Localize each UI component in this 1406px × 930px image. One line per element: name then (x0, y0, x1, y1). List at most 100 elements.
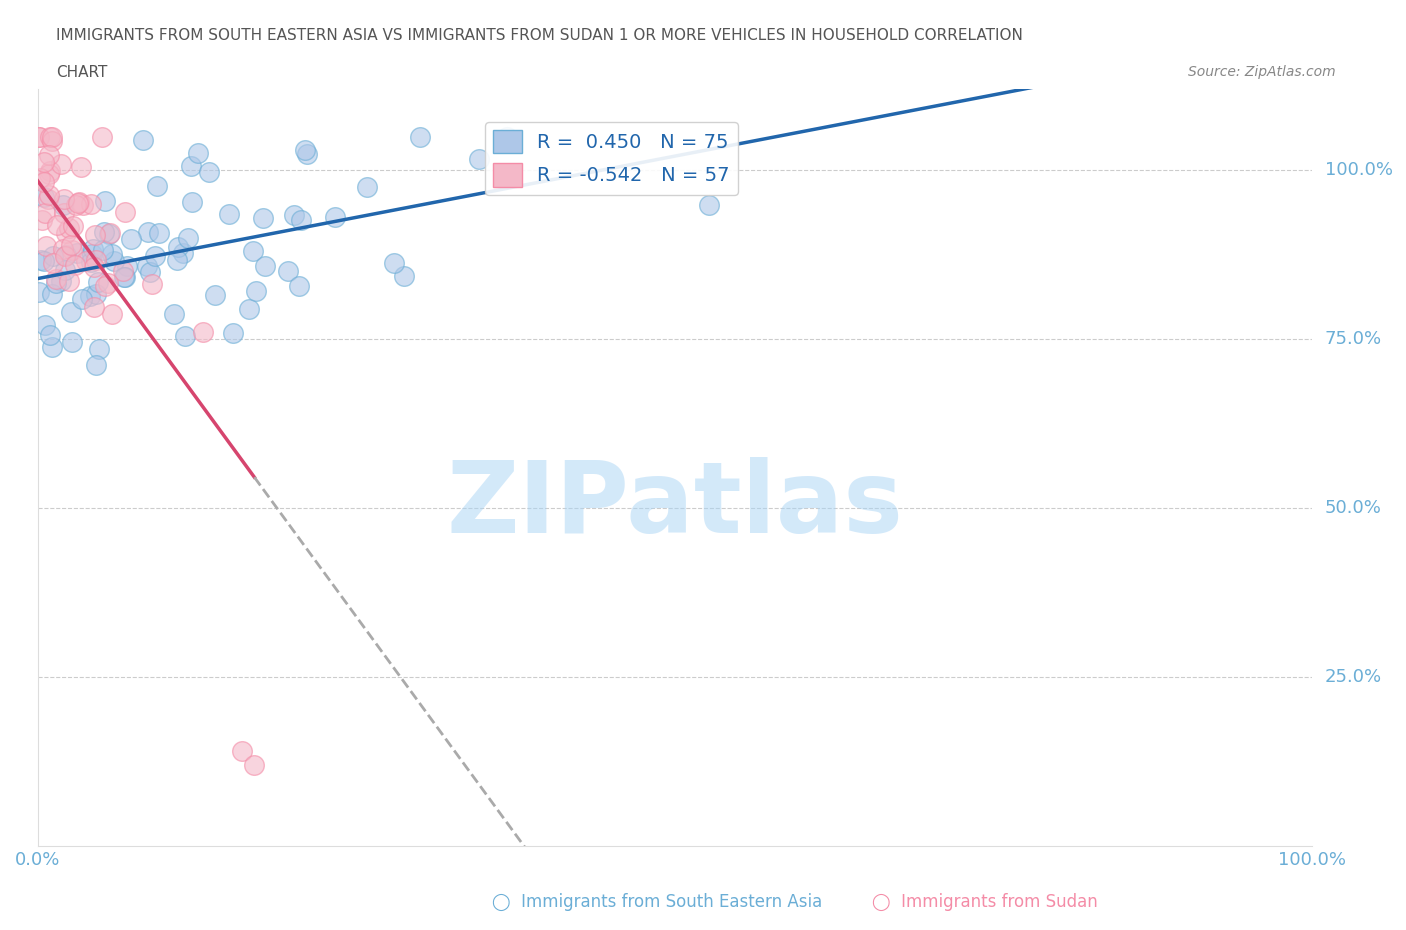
Point (38, 129, 60, 144)
Point (163, 307, 186, 322)
Point (283, 207, 305, 222)
Point (79, 288, 101, 303)
Point (82, 246, 104, 261)
Text: ◯  Immigrants from South Eastern Asia: ◯ Immigrants from South Eastern Asia (492, 894, 823, 911)
Point (238, 301, 260, 316)
Point (52, 206, 75, 220)
Point (409, 129, 432, 144)
Point (115, 259, 138, 273)
Point (30, 171, 52, 186)
Point (167, 239, 190, 254)
Point (136, 259, 159, 273)
Point (252, 210, 274, 225)
Point (243, 757, 266, 772)
Point (103, 254, 125, 269)
Point (60, 305, 83, 320)
Point (58, 273, 80, 288)
Point (55, 226, 77, 241)
Point (70, 160, 93, 175)
Point (245, 284, 267, 299)
Point (177, 231, 200, 246)
Point (67, 194, 90, 209)
Point (41, 339, 63, 354)
Point (111, 263, 134, 278)
Text: ◯  Immigrants from Sudan: ◯ Immigrants from Sudan (872, 894, 1098, 911)
Point (91, 243, 114, 258)
Point (114, 270, 136, 285)
Point (193, 326, 215, 340)
Legend: R =  0.450   N = 75, R = -0.542   N = 57: R = 0.450 N = 75, R = -0.542 N = 57 (485, 122, 738, 194)
Point (45, 272, 67, 286)
Point (120, 232, 142, 246)
Point (290, 212, 312, 227)
Point (34, 154, 56, 169)
Point (87, 341, 110, 356)
Point (80, 254, 103, 269)
Point (75, 254, 97, 269)
Point (132, 132, 155, 147)
Point (65, 258, 87, 272)
Point (55, 247, 77, 262)
Point (28, 129, 51, 144)
Point (204, 287, 226, 302)
Point (41, 129, 63, 144)
Text: CHART: CHART (56, 65, 108, 80)
Point (93, 225, 115, 240)
Point (82, 241, 104, 256)
Point (51, 156, 73, 171)
Text: 25.0%: 25.0% (1324, 668, 1382, 685)
Text: 75.0%: 75.0% (1324, 330, 1382, 348)
Point (60, 243, 83, 258)
Point (143, 248, 166, 263)
Point (148, 225, 170, 240)
Text: 100.0%: 100.0% (1324, 162, 1393, 179)
Point (45, 218, 67, 232)
Point (84, 253, 107, 268)
Point (172, 246, 194, 260)
Point (136, 224, 159, 239)
Point (31, 213, 53, 228)
Point (198, 165, 221, 179)
Point (87, 274, 110, 289)
Point (356, 179, 378, 194)
Point (53, 192, 76, 206)
Point (34, 318, 56, 333)
Point (38, 188, 60, 203)
Point (112, 270, 135, 285)
Point (62, 219, 84, 233)
Point (42, 256, 65, 271)
Point (38, 147, 60, 162)
Point (41, 133, 63, 148)
Point (45, 275, 67, 290)
Text: Source: ZipAtlas.com: Source: ZipAtlas.com (1188, 65, 1336, 79)
Point (297, 147, 319, 162)
Point (60, 335, 83, 350)
Point (52, 241, 75, 256)
Point (294, 142, 316, 157)
Point (382, 256, 405, 271)
Point (187, 146, 209, 161)
Point (468, 152, 491, 166)
Point (253, 259, 276, 273)
Point (32, 253, 55, 268)
Point (98, 227, 121, 242)
Point (86, 287, 108, 302)
Point (72, 197, 94, 212)
Point (101, 246, 124, 261)
Point (53, 248, 76, 263)
Point (166, 253, 188, 268)
Point (53, 263, 76, 278)
Text: 50.0%: 50.0% (1324, 499, 1382, 517)
Point (49, 273, 72, 288)
Point (114, 205, 136, 219)
Point (38, 164, 60, 179)
Text: ZIPatlas: ZIPatlas (447, 457, 903, 554)
Point (323, 210, 346, 225)
Point (37, 192, 59, 206)
Point (35, 239, 58, 254)
Point (66, 246, 89, 260)
Point (84, 358, 107, 373)
Point (222, 326, 245, 340)
Point (101, 307, 124, 322)
Point (288, 278, 311, 293)
